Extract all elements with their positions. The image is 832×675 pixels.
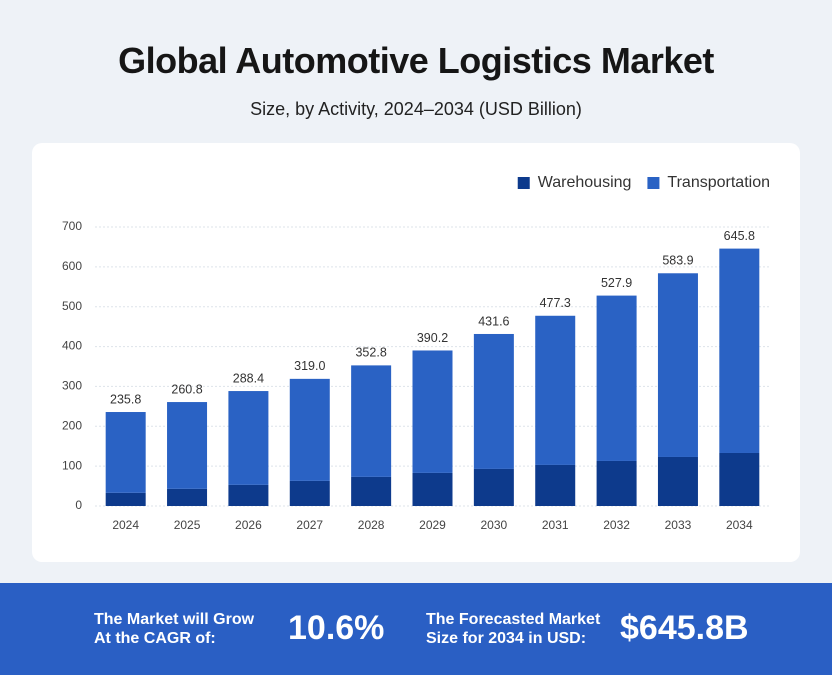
bar-segment [289,378,330,481]
total-label: 260.8 [171,382,202,396]
stat-value: $645.8B [620,609,749,647]
y-tick-label: 400 [62,339,82,353]
bar-segment [473,333,514,469]
y-tick-label: 0 [75,498,82,512]
bar-segment [228,484,269,506]
bar-segment [351,476,392,506]
x-tick-label: 2033 [665,518,692,532]
y-tick-label: 100 [62,458,82,472]
x-tick-label: 2028 [358,518,385,532]
total-label: 288.4 [233,371,264,385]
total-label: 390.2 [417,331,448,345]
y-tick-label: 700 [62,219,82,233]
legend-label: Transportation [667,174,770,191]
bar-segment [596,295,637,461]
total-label: 431.6 [478,314,509,328]
total-label: 319.0 [294,359,325,373]
total-label: 477.3 [540,296,571,310]
total-label: 645.8 [724,229,755,243]
bar-segment [105,412,146,493]
y-tick-label: 500 [62,299,82,313]
y-tick-label: 200 [62,418,82,432]
bar-segment [351,365,392,477]
bar-segment [657,273,698,457]
bar-segment [657,456,698,506]
subtitle: Size, by Activity, 2024–2034 (USD Billio… [250,99,582,119]
title: Global Automotive Logistics Market [118,40,714,81]
bar-segment [535,315,576,465]
x-tick-label: 2029 [419,518,446,532]
legend-label: Warehousing [538,174,632,191]
stat: The Market will Grow At the CAGR of: 10.… [94,609,384,648]
legend-swatch [647,177,660,189]
bar-segment [719,452,760,506]
stat-value: 10.6% [288,609,385,647]
x-tick-label: 2026 [235,518,262,532]
legend-swatch [517,177,530,189]
chart: 0 100 200 300 400 500 600 700 Transportation Ware… [62,174,770,532]
x-tick-label: 2030 [481,518,508,532]
bar-segment [535,464,576,506]
bar-segment [167,488,208,506]
x-tick-label: 2031 [542,518,569,532]
x-tick-label: 2024 [112,518,139,532]
bar-segment [289,480,330,506]
footer: The Market will Grow At the CAGR of: 10.… [0,583,832,675]
y-tick-label: 300 [62,379,82,393]
x-tick-label: 2025 [174,518,201,532]
x-tick-label: 2034 [726,518,753,532]
y-tick-label: 600 [62,259,82,273]
bar-segment [412,472,453,506]
stat-label: The Market will Grow At the CAGR of: [94,610,255,647]
bar-segment [473,468,514,506]
bar-segment [412,350,453,473]
total-label: 583.9 [662,254,693,268]
total-label: 527.9 [601,276,632,290]
total-label: 352.8 [355,346,386,360]
bar-segment [719,248,760,453]
x-tick-label: 2032 [603,518,630,532]
bar-segment [105,492,146,506]
total-label: 235.8 [110,392,141,406]
bar-segment [167,402,208,489]
bar-segment [596,460,637,506]
x-tick-label: 2027 [296,518,323,532]
bar-segment [228,391,269,485]
stat: The Forecasted Market Size for 2034 in U… [426,609,749,648]
stat-label: The Forecasted Market Size for 2034 in U… [426,610,601,647]
